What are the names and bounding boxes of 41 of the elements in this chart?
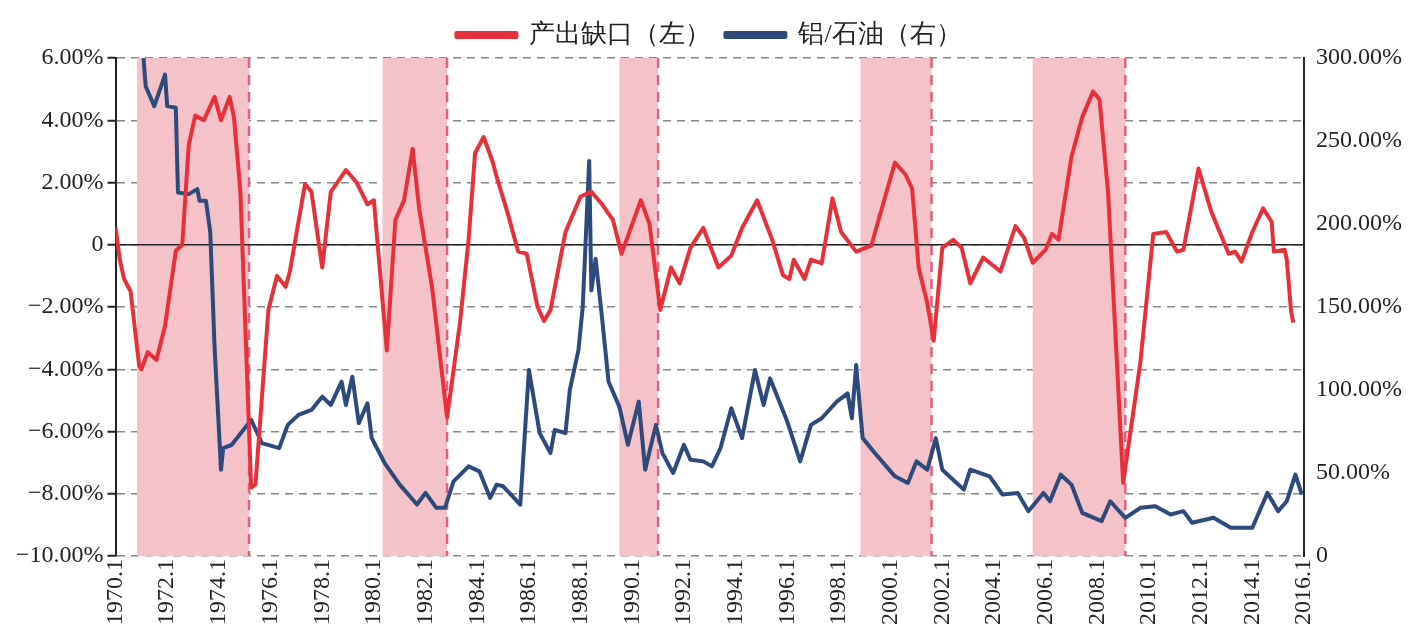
y2-tick-label: 0 (1316, 541, 1329, 568)
y2-tick-label: 250.00% (1316, 126, 1403, 153)
y2-tick-label: 50.00% (1316, 458, 1391, 485)
y2-tick-label: 150.00% (1316, 292, 1403, 319)
x-tick-label: 2006.1 (1030, 559, 1057, 625)
y-tick-label: −10.00% (16, 541, 104, 568)
y-tick-label: 2.00% (41, 167, 104, 194)
y2-tick-label: 300.00% (1316, 43, 1403, 70)
y-tick-label: 4.00% (41, 105, 104, 132)
y-tick-label: −4.00% (28, 354, 104, 381)
y-tick-label: −6.00% (28, 416, 104, 443)
x-tick-label: 1980.1 (359, 559, 386, 625)
x-tick-label: 1984.1 (462, 559, 489, 625)
legend-label: 铝/石油（右） (797, 18, 962, 48)
x-tick-label: 2014.1 (1237, 559, 1264, 625)
x-tick-label: 1996.1 (772, 559, 799, 625)
y-tick-label: 6.00% (41, 43, 104, 70)
x-tick-label: 1992.1 (669, 559, 696, 625)
y-tick-label: −2.00% (28, 292, 104, 319)
y2-tick-label: 100.00% (1316, 375, 1403, 402)
x-tick-label: 2000.1 (875, 559, 902, 625)
x-tick-label: 1974.1 (204, 559, 231, 625)
x-tick-label: 2002.1 (927, 559, 954, 625)
x-tick-label: 2008.1 (1082, 559, 1109, 625)
x-tick-label: 1972.1 (152, 559, 179, 625)
x-tick-label: 1988.1 (565, 559, 592, 625)
x-tick-label: 1982.1 (410, 559, 437, 625)
y-tick-label: 0 (91, 230, 104, 257)
x-tick-label: 1990.1 (617, 559, 644, 625)
x-tick-label: 2004.1 (979, 559, 1006, 625)
x-tick-label: 2010.1 (1134, 559, 1161, 625)
legend-label: 产出缺口（左） (529, 18, 712, 48)
x-tick-label: 1994.1 (720, 559, 747, 625)
x-tick-label: 2016.1 (1289, 559, 1316, 625)
y-tick-label: −8.00% (28, 479, 104, 506)
y2-tick-label: 200.00% (1316, 209, 1403, 236)
x-tick-label: 2012.1 (1185, 559, 1212, 625)
x-tick-label: 1986.1 (514, 559, 541, 625)
x-tick-label: 1978.1 (307, 559, 334, 625)
x-tick-label: 1998.1 (824, 559, 851, 625)
x-tick-label: 1976.1 (255, 559, 282, 625)
